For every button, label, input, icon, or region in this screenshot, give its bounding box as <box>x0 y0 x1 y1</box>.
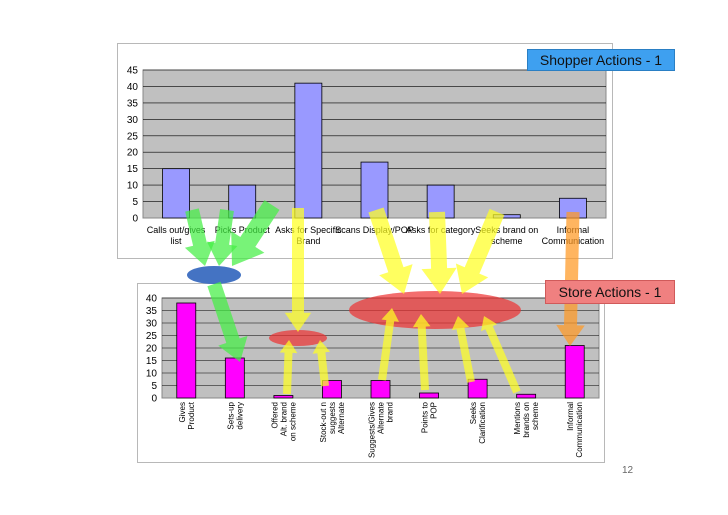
chart1-ytick-label: 35 <box>127 98 139 109</box>
arrow-yellow <box>279 340 298 395</box>
chart2-bar <box>176 302 197 399</box>
arrow-yellow <box>368 207 413 294</box>
chart1-ytick-label: 40 <box>127 82 139 93</box>
chart1-ytick-label: 10 <box>127 181 139 192</box>
chart2-ytick-label: 35 <box>146 306 158 317</box>
chart2-xtick-label: SeeksClarification <box>469 402 487 444</box>
chart2-bar <box>224 357 245 399</box>
chart2-bar <box>467 378 488 399</box>
svg-text:InformalCommunication: InformalCommunication <box>566 402 584 458</box>
svg-text:Sets-updelivery: Sets-updelivery <box>226 401 244 429</box>
svg-text:Stock-out nsuggestsAlternate: Stock-out nsuggestsAlternate <box>319 401 346 442</box>
chart1-ytick-label: 0 <box>132 214 138 225</box>
arrow-yellow <box>312 340 331 387</box>
svg-text:Mentionsbrands onscheme: Mentionsbrands onscheme <box>513 401 540 437</box>
chart2-xtick-label: Mentionsbrands onscheme <box>513 401 540 437</box>
arrow-yellow <box>412 314 431 391</box>
arrow-yellow <box>284 208 312 332</box>
chart1-bar <box>294 82 323 219</box>
chart2-ytick-label: 40 <box>146 294 158 305</box>
arrow-orange <box>556 211 585 346</box>
chart1-xtick-label: Calls out/gives list <box>147 225 206 246</box>
page-number: 12 <box>622 465 634 476</box>
chart2-xtick-label: OfferedAlt. brandon scheme <box>270 401 297 441</box>
chart2-bar <box>516 393 537 399</box>
chart1-ytick-label: 25 <box>127 131 139 142</box>
chart2-ytick-label: 10 <box>146 369 158 380</box>
shopper-actions-title: Shopper Actions - 1 <box>527 49 675 71</box>
arrow-green <box>207 281 248 362</box>
annotation-ellipse-red-small <box>269 330 327 346</box>
svg-text:Points toPOP: Points toPOP <box>421 401 439 433</box>
chart2-ytick-label: 20 <box>146 344 158 355</box>
chart2-xtick-label: Sets-updelivery <box>226 401 244 429</box>
chart2-ytick-label: 0 <box>151 394 157 405</box>
svg-text:SeeksClarification: SeeksClarification <box>469 402 487 444</box>
chart2-bar <box>370 380 391 399</box>
chart2-xtick-label: GivesProduct <box>178 401 196 429</box>
chart2-bar <box>564 345 585 399</box>
chart2-ytick-label: 15 <box>146 356 158 367</box>
chart1-ytick-label: 15 <box>127 164 139 175</box>
chart1-bar <box>162 168 190 219</box>
chart1-ytick-label: 30 <box>127 115 139 126</box>
svg-text:OfferedAlt. brandon scheme: OfferedAlt. brandon scheme <box>270 401 297 441</box>
arrow-green <box>231 200 280 266</box>
chart2-xtick-label: Stock-out nsuggestsAlternate <box>319 401 346 442</box>
chart1-xtick-label: Seeks brand on scheme <box>475 225 538 246</box>
chart2-ytick-label: 30 <box>146 319 158 330</box>
chart2-ytick-label: 25 <box>146 331 158 342</box>
chart2-xtick-label: InformalCommunication <box>566 402 584 458</box>
arrow-green <box>184 208 215 266</box>
store-actions-title: Store Actions - 1 <box>545 280 675 304</box>
chart2-ytick-label: 5 <box>151 381 157 392</box>
arrow-yellow <box>451 316 475 383</box>
chart2-xtick-label: Suggests/GivesAlternatebrand <box>368 401 395 458</box>
annotation-ellipse-blue <box>187 266 241 284</box>
chart2-xtick-label: Points toPOP <box>421 401 439 433</box>
svg-text:Suggests/GivesAlternatebrand: Suggests/GivesAlternatebrand <box>368 401 395 458</box>
arrow-green <box>206 209 238 266</box>
chart1-xtick-label: Asks for Specific Brand <box>275 225 342 246</box>
arrow-yellow <box>378 308 399 381</box>
chart1-ytick-label: 20 <box>127 148 139 159</box>
svg-text:GivesProduct: GivesProduct <box>178 401 196 429</box>
arrow-yellow <box>455 208 505 294</box>
chart2-bar <box>419 392 439 399</box>
chart2-bar <box>273 395 294 399</box>
chart1-ytick-label: 45 <box>127 66 139 77</box>
arrow-yellow <box>421 211 457 294</box>
arrow-yellow <box>481 316 521 394</box>
chart1-xtick-label: Picks Product <box>215 225 271 235</box>
chart1-ytick-label: 5 <box>132 197 138 208</box>
